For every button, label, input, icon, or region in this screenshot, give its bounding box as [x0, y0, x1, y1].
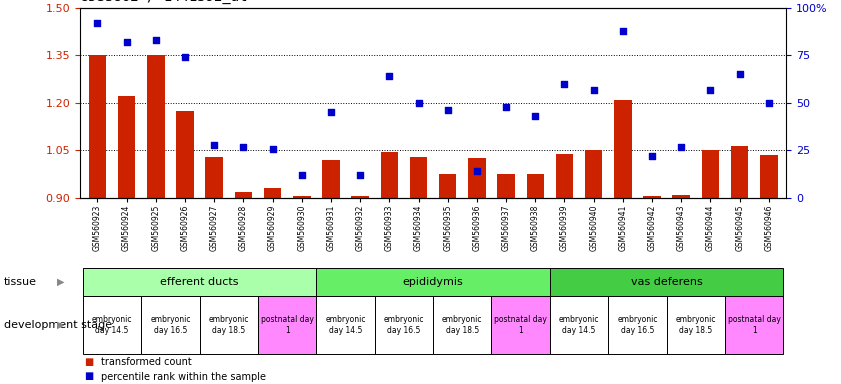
Point	[558, 81, 571, 87]
Text: embryonic
day 14.5: embryonic day 14.5	[325, 315, 366, 335]
Bar	[673, 195, 690, 198]
Point	[325, 109, 338, 116]
Text: embryonic
day 18.5: embryonic day 18.5	[442, 315, 483, 335]
Text: GDS3862 / 1441392_at: GDS3862 / 1441392_at	[80, 0, 247, 4]
Point	[353, 172, 367, 178]
Point	[383, 73, 396, 79]
Text: embryonic
day 16.5: embryonic day 16.5	[151, 315, 191, 335]
Point	[704, 86, 717, 93]
Text: efferent ducts: efferent ducts	[161, 277, 239, 287]
Text: embryonic
day 14.5: embryonic day 14.5	[92, 315, 132, 335]
Bar	[643, 196, 661, 198]
Bar	[608, 296, 667, 354]
Bar	[614, 100, 632, 198]
Bar	[526, 174, 544, 198]
Point	[412, 100, 426, 106]
Bar	[701, 151, 719, 198]
Bar	[584, 151, 602, 198]
Bar	[258, 296, 316, 354]
Bar	[322, 160, 340, 198]
Text: embryonic
day 16.5: embryonic day 16.5	[383, 315, 424, 335]
Bar	[760, 155, 778, 198]
Text: embryonic
day 18.5: embryonic day 18.5	[209, 315, 249, 335]
Text: ■: ■	[84, 371, 93, 381]
Text: transformed count: transformed count	[101, 358, 192, 367]
Bar	[205, 157, 223, 198]
Point	[295, 172, 309, 178]
Text: ■: ■	[84, 358, 93, 367]
Text: vas deferens: vas deferens	[631, 277, 702, 287]
Bar	[199, 296, 258, 354]
Point	[208, 142, 221, 148]
Point	[500, 104, 513, 110]
Bar	[88, 55, 106, 198]
Bar	[82, 296, 141, 354]
Bar	[410, 157, 427, 198]
Bar	[316, 268, 550, 296]
Text: development stage: development stage	[4, 320, 113, 330]
Bar	[264, 189, 282, 198]
Bar	[497, 174, 515, 198]
Text: postnatal day
1: postnatal day 1	[261, 315, 314, 335]
Bar	[731, 146, 748, 198]
Bar	[375, 296, 433, 354]
Bar	[118, 96, 135, 198]
Bar	[556, 154, 574, 198]
Text: postnatal day
1: postnatal day 1	[727, 315, 780, 335]
Text: epididymis: epididymis	[403, 277, 463, 287]
Bar	[316, 296, 375, 354]
Bar	[147, 55, 165, 198]
Point	[616, 27, 630, 33]
Text: ▶: ▶	[57, 320, 64, 330]
Point	[762, 100, 775, 106]
Text: embryonic
day 18.5: embryonic day 18.5	[675, 315, 716, 335]
Point	[266, 146, 279, 152]
Point	[441, 108, 454, 114]
Bar	[293, 196, 310, 198]
Point	[587, 86, 600, 93]
Text: percentile rank within the sample: percentile rank within the sample	[101, 371, 266, 381]
Text: embryonic
day 14.5: embryonic day 14.5	[558, 315, 600, 335]
Point	[236, 144, 250, 150]
Point	[149, 37, 162, 43]
Point	[470, 168, 484, 174]
Point	[674, 144, 688, 150]
Bar	[550, 268, 784, 296]
Point	[645, 153, 659, 159]
Bar	[82, 268, 316, 296]
Point	[178, 54, 192, 60]
Text: tissue: tissue	[4, 277, 37, 287]
Bar	[468, 158, 485, 198]
Text: embryonic
day 16.5: embryonic day 16.5	[617, 315, 658, 335]
Point	[528, 113, 542, 119]
Bar	[550, 296, 608, 354]
Point	[91, 20, 104, 26]
Point	[120, 39, 134, 45]
Text: postnatal day
1: postnatal day 1	[495, 315, 547, 335]
Bar	[141, 296, 199, 354]
Text: ▶: ▶	[57, 277, 64, 287]
Bar	[439, 174, 457, 198]
Bar	[667, 296, 725, 354]
Bar	[352, 196, 369, 198]
Bar	[433, 296, 491, 354]
Point	[733, 71, 746, 77]
Bar	[491, 296, 550, 354]
Bar	[235, 192, 252, 198]
Bar	[725, 296, 784, 354]
Bar	[177, 111, 193, 198]
Bar	[381, 152, 398, 198]
